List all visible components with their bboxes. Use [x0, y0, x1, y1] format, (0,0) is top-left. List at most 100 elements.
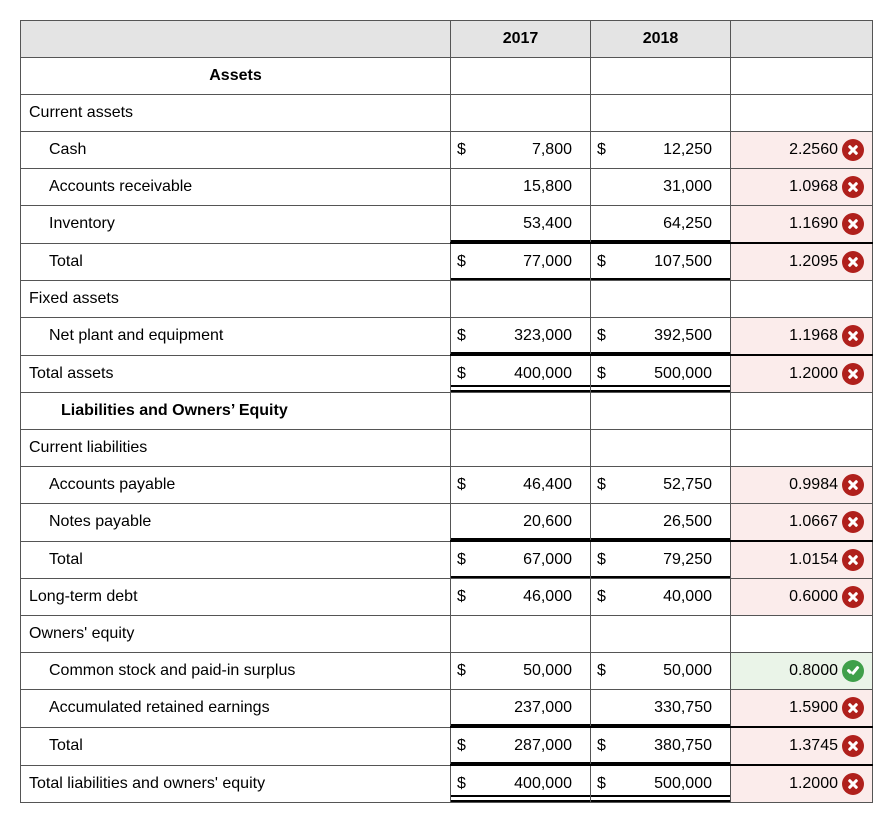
table-row-ap: Accounts payable$46,400$52,7500.9984: [21, 467, 873, 504]
empty-cell: [731, 281, 873, 318]
dollar-sign: $: [457, 476, 466, 494]
cell-value: 52,750: [663, 476, 712, 493]
calc-value: 1.1968: [789, 327, 838, 345]
dollar-sign: $: [597, 253, 606, 271]
empty-cell: [591, 95, 731, 132]
cell-value: 107,500: [654, 253, 712, 270]
cell-value: 12,250: [663, 141, 712, 158]
balance-sheet-table: 2017 2018 Assets Current assetsCash$7,80…: [20, 20, 873, 803]
dollar-sign: $: [597, 737, 606, 755]
cell-value: 77,000: [523, 253, 572, 270]
section-assets-label: Assets: [21, 58, 451, 95]
cell-2017: $46,400: [451, 467, 591, 504]
table-row-cs: Common stock and paid-in surplus$50,000$…: [21, 653, 873, 690]
cell-2017: 15,800: [451, 169, 591, 206]
dollar-sign: $: [597, 551, 606, 569]
empty-cell: [731, 95, 873, 132]
cell-2018: $107,500: [591, 243, 731, 281]
calc-value: 0.9984: [789, 476, 838, 494]
cell-2017: 20,600: [451, 504, 591, 542]
calc-cell: 1.0154: [731, 541, 873, 579]
cell-value: 67,000: [523, 551, 572, 568]
row-label: Common stock and paid-in surplus: [21, 653, 451, 690]
calc-value: 1.0968: [789, 178, 838, 196]
calc-cell: 1.3745: [731, 727, 873, 765]
table-row-cl-total: Total$67,000$79,2501.0154: [21, 541, 873, 579]
calc-value: 1.2000: [789, 775, 838, 793]
cell-2017: $46,000: [451, 579, 591, 616]
table-row-np: Notes payable20,60026,5001.0667: [21, 504, 873, 542]
x-icon: [842, 697, 864, 719]
table-row-cash: Cash$7,800$12,2502.2560: [21, 132, 873, 169]
dollar-sign: $: [457, 775, 466, 793]
row-label: Owners' equity: [21, 616, 451, 653]
calc-value: 0.6000: [789, 588, 838, 606]
cell-2018: 64,250: [591, 206, 731, 244]
check-icon: [842, 660, 864, 682]
dollar-sign: $: [597, 662, 606, 680]
calc-value: 1.5900: [789, 699, 838, 717]
x-icon: [842, 325, 864, 347]
calc-cell: 1.5900: [731, 690, 873, 728]
table-row-oe-total: Total$287,000$380,7501.3745: [21, 727, 873, 765]
cell-2018: 330,750: [591, 690, 731, 728]
table-row-inventory: Inventory53,40064,250 1.1690: [21, 206, 873, 244]
cell-2017: $400,000: [451, 355, 591, 393]
cell-value: 40,000: [663, 588, 712, 605]
cell-value: 323,000: [514, 327, 572, 344]
cell-value: 50,000: [663, 662, 712, 679]
dollar-sign: $: [457, 253, 466, 271]
cell-value: 380,750: [654, 737, 712, 754]
cell-2017: $50,000: [451, 653, 591, 690]
cell-2018: $50,000: [591, 653, 731, 690]
row-label: Inventory: [21, 206, 451, 244]
header-calc-blank: [731, 21, 873, 58]
cell-2017: 53,400: [451, 206, 591, 244]
calc-cell: 1.2000: [731, 355, 873, 393]
empty-cell: [731, 393, 873, 430]
dollar-sign: $: [597, 476, 606, 494]
dollar-sign: $: [457, 662, 466, 680]
row-label: Current assets: [21, 95, 451, 132]
empty-cell: [731, 430, 873, 467]
empty-cell: [451, 616, 591, 653]
table-row-ca-total: Total$77,000$107,5001.2095: [21, 243, 873, 281]
cell-2018: 31,000: [591, 169, 731, 206]
table-row-total-assets: Total assets$400,000$500,0001.2000: [21, 355, 873, 393]
calc-cell: 1.1690: [731, 206, 873, 244]
calc-value: 1.1690: [789, 215, 838, 233]
empty-cell: [451, 430, 591, 467]
row-label: Total assets: [21, 355, 451, 393]
empty-cell: [591, 430, 731, 467]
table-body: Assets Current assetsCash$7,800$12,2502.…: [21, 58, 873, 803]
cell-value: 20,600: [523, 513, 572, 530]
row-label: Cash: [21, 132, 451, 169]
cell-value: 79,250: [663, 551, 712, 568]
empty-cell: [451, 281, 591, 318]
x-icon: [842, 549, 864, 571]
cell-value: 237,000: [514, 699, 572, 716]
header-year-2018: 2018: [591, 21, 731, 58]
cell-2017: $67,000: [451, 541, 591, 579]
row-label: Fixed assets: [21, 281, 451, 318]
cell-2018: $12,250: [591, 132, 731, 169]
dollar-sign: $: [457, 551, 466, 569]
x-icon: [842, 139, 864, 161]
cell-value: 400,000: [514, 775, 572, 792]
calc-value: 2.2560: [789, 141, 838, 159]
table-row-cl-header: Current liabilities: [21, 430, 873, 467]
calc-value: 1.3745: [789, 737, 838, 755]
x-icon: [842, 176, 864, 198]
section-label: Liabilities and Owners’ Equity: [21, 393, 451, 430]
x-icon: [842, 586, 864, 608]
table-row-fixed-assets-header: Fixed assets: [21, 281, 873, 318]
section-assets-row: Assets: [21, 58, 873, 95]
cell-2018: $52,750: [591, 467, 731, 504]
table-row-oe-header: Owners' equity: [21, 616, 873, 653]
cell-2017: $77,000: [451, 243, 591, 281]
cell-value: 26,500: [663, 513, 712, 530]
calc-cell: 0.8000: [731, 653, 873, 690]
table-row-current-assets-header: Current assets: [21, 95, 873, 132]
dollar-sign: $: [457, 327, 466, 345]
calc-value: 0.8000: [789, 662, 838, 680]
